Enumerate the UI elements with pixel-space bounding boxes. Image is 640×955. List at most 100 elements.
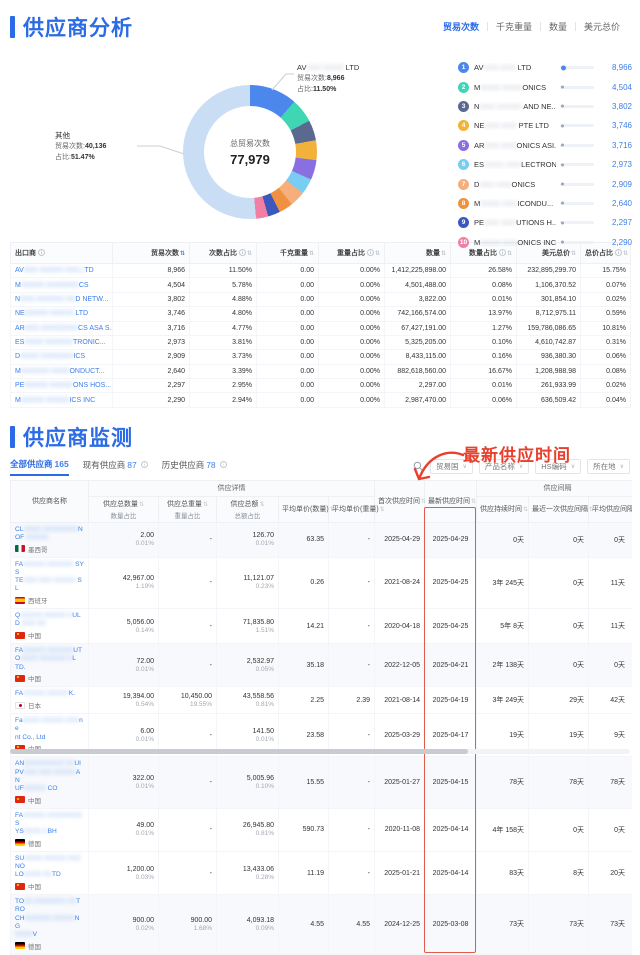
column-header[interactable]: 最新供应时间⇅ [424, 479, 478, 523]
info-icon[interactable]: i [498, 249, 506, 256]
exporter-name-link[interactable]: MXXXXX XXXXXICS INC [10, 392, 113, 408]
legend-item[interactable]: 6 ESXXXX XXXLECTRON... 2,973 [458, 155, 632, 174]
filter-dropdown[interactable]: 贸易国 ∨ [429, 459, 473, 475]
supplier-name-link[interactable]: CLXXXX XXXXXXXXN OF XXXXX [15, 525, 83, 541]
column-header[interactable]: 美元总价⇅ [516, 242, 581, 264]
exporter-name-link[interactable]: NEXXXXX XXXXX LTD [10, 306, 113, 322]
monitor-toolbar: 全部供应商 165 现有供应商 87 i 历史供应商 78 i 贸易国 ∨ 产品名称 ∨ HS编码 ∨ 所… [10, 458, 630, 476]
column-header[interactable]: 首次供应时间⇅ [374, 479, 427, 523]
cell-value: 0.00 [256, 263, 319, 279]
info-icon[interactable]: i [38, 249, 45, 256]
exporter-name-link[interactable]: ARXXX XXXXXXXXCS ASA S... [10, 321, 113, 336]
legend-item[interactable]: 10 MXXXX XXXONICS INC 2,290 [458, 233, 632, 252]
legend-supplier-name: NXXX XXXXX AND NE... [474, 101, 556, 111]
column-header[interactable]: 平均单价(数量)⇅ [278, 495, 335, 523]
column-header[interactable]: 供应总额⇅ 总额占比 [216, 495, 279, 523]
supplier-tab[interactable]: 历史供应商 78 i [162, 458, 227, 476]
sort-icon[interactable]: ⇅ [440, 251, 446, 257]
metric-tab[interactable]: 贸易次数 [442, 22, 479, 32]
filter-dropdown[interactable]: 产品名称 ∨ [478, 459, 530, 475]
exporter-name-link[interactable]: ESXXXX XXXXXXTRONIC... [10, 335, 113, 351]
column-header[interactable]: 供应总重量⇅ 重量占比 [158, 495, 217, 523]
exporter-name-link[interactable]: AVXXX XXXXX XXX LTD [10, 263, 113, 279]
legend-bar-track [560, 163, 594, 167]
supplier-name-link[interactable]: TOXX XXXXXXX XXTRO CHXXXXXX XXXXXNG XXXXV [15, 898, 81, 939]
info-icon[interactable]: i [366, 249, 374, 256]
legend-item[interactable]: 7 DXXX XXXONICS 2,909 [458, 174, 632, 193]
sort-icon[interactable]: ⇅ [374, 251, 380, 257]
legend-item[interactable]: 2 MXXXX XXXXONICS 4,504 [458, 77, 632, 96]
info-icon[interactable]: i [615, 249, 622, 256]
sort-icon[interactable]: ⇅ [523, 507, 529, 514]
horizontal-scrollbar[interactable] [10, 749, 630, 754]
sort-icon[interactable]: ⇅ [179, 251, 185, 257]
exporter-name-link[interactable]: DXXXX XXXXXXXICS [10, 349, 113, 365]
cell-value: - [158, 851, 217, 896]
sort-icon[interactable]: ⇅ [202, 501, 209, 508]
column-header[interactable]: 数量⇅ [384, 242, 451, 264]
column-header[interactable]: 最近一次供应间隔⇅ [528, 495, 594, 523]
sort-icon[interactable]: ⇅ [138, 501, 145, 508]
cell-value: 0.00% [318, 349, 385, 365]
legend-trade-count: 4,504 [611, 82, 632, 92]
supplier-name-link[interactable]: FaXXXX XXXXX XXXne nt Co., Ltd [15, 717, 83, 741]
legend-item[interactable]: 1 AVXXX XXX LTD 8,966 [458, 58, 632, 77]
sort-icon[interactable]: ⇅ [570, 251, 576, 257]
exporter-name-link[interactable]: PEXXXXX XXXXXONS HOS... [10, 378, 113, 394]
legend-item[interactable]: 3 NXXX XXXXX AND NE... 3,802 [458, 97, 632, 116]
exporter-name-link[interactable]: MXXXXXX XXXXONDUCT... [10, 364, 113, 380]
legend-item[interactable]: 8 MXXXX XXXICONDU... 2,640 [458, 194, 632, 213]
supplier-name-link[interactable]: QXXXXX XXXXX XUL D XXX XX [15, 612, 81, 628]
column-header[interactable]: 贸易次数⇅ [112, 242, 190, 264]
supplier-name-link[interactable]: FAXXXXX XXXXXK. [15, 690, 76, 698]
legend-item[interactable]: 9 PEXXX XXXUTIONS H... 2,297 [458, 213, 632, 232]
supplier-name-link[interactable]: FAXXXXX XXXXXXXX S YSXXXX XBH [15, 811, 83, 836]
column-header[interactable]: 供应总数量⇅ 数量占比 [88, 495, 159, 523]
legend-bar-track [560, 124, 594, 128]
column-header[interactable]: 平均供应间隔⇅ [588, 495, 632, 523]
column-header[interactable]: 千克重量⇅ [256, 242, 319, 264]
supplier-name-link[interactable]: FAXXXXX XXXXXXUT OXXXX XXXXXX XL TD. [15, 647, 83, 671]
sort-icon[interactable]: ⇅ [589, 507, 595, 514]
supplier-name-link[interactable]: FAXXXXX XXXXXX SYS TEXXX XXX XXXXX SL [15, 560, 84, 593]
sort-icon[interactable]: ⇅ [623, 251, 629, 257]
cell-value: 0天 [528, 557, 590, 610]
sort-icon[interactable]: ⇅ [379, 507, 385, 514]
column-header[interactable]: 重量占比 i ⇅ [318, 242, 385, 264]
scrollbar-thumb[interactable] [10, 749, 468, 754]
sort-icon[interactable]: ⇅ [259, 501, 265, 508]
filter-dropdown[interactable]: HS编码 ∨ [535, 459, 582, 475]
cell-value: 322.00 0.01% [88, 756, 159, 809]
supplier-tab[interactable]: 全部供应商 165 [10, 458, 69, 476]
info-icon[interactable]: i [140, 461, 148, 469]
sort-icon[interactable]: ⇅ [421, 499, 427, 506]
legend-item[interactable]: 4 NEXXX XXX PTE LTD 3,746 [458, 116, 632, 135]
supplier-name-link[interactable]: ANXXXXXXXXX XXUI PVXXX XXX XXXXXAN UFXXXXX… [15, 760, 81, 792]
metric-tab[interactable]: 千克重量 [495, 22, 532, 32]
supplier-tab[interactable]: 现有供应商 87 i [83, 458, 148, 476]
column-header[interactable]: 次数占比 i ⇅ [189, 242, 257, 264]
column-header[interactable]: 平均单价(重量)⇅ [327, 495, 385, 523]
supplier-row: CLXXXX XXXXXXXXN OF XXXXX 墨西哥 2.00 0.01% -126… [10, 522, 632, 558]
legend-item[interactable]: 5 ARXXX XXXONICS ASI... 3,716 [458, 136, 632, 155]
column-header[interactable]: 总价占比 i ⇅ [580, 242, 631, 264]
sort-icon[interactable]: ⇅ [329, 507, 335, 514]
exporter-name-link[interactable]: NXXX XXXXXX XXD NETW... [10, 292, 113, 308]
sort-icon[interactable]: ⇅ [246, 251, 252, 257]
column-header[interactable]: 供应持续时间⇅ [476, 495, 530, 523]
exporter-name-link[interactable]: MXXXXX XXXXXXXCS [10, 277, 113, 293]
column-header[interactable]: 数量占比 i ⇅ [450, 242, 517, 264]
legend-bar-track [560, 240, 594, 244]
info-icon[interactable]: i [238, 249, 246, 256]
donut-chart[interactable]: 总贸易次数 77,979 [183, 85, 317, 219]
sort-icon[interactable]: ⇅ [308, 251, 314, 257]
metric-tab[interactable]: 美元总价 [583, 22, 620, 32]
sort-icon[interactable]: ⇅ [471, 499, 477, 506]
filter-dropdown[interactable]: 所在地 ∨ [587, 459, 630, 475]
cell-value: 3.81% [189, 335, 257, 351]
sort-icon[interactable]: ⇅ [506, 251, 512, 257]
info-icon[interactable]: i [219, 461, 227, 469]
metric-tab[interactable]: 数量 [548, 22, 567, 32]
supplier-name-link[interactable]: SUXXXX XXXXX XXXNO LOXXXX XXTD [15, 854, 81, 879]
country-flag-icon [15, 701, 25, 709]
